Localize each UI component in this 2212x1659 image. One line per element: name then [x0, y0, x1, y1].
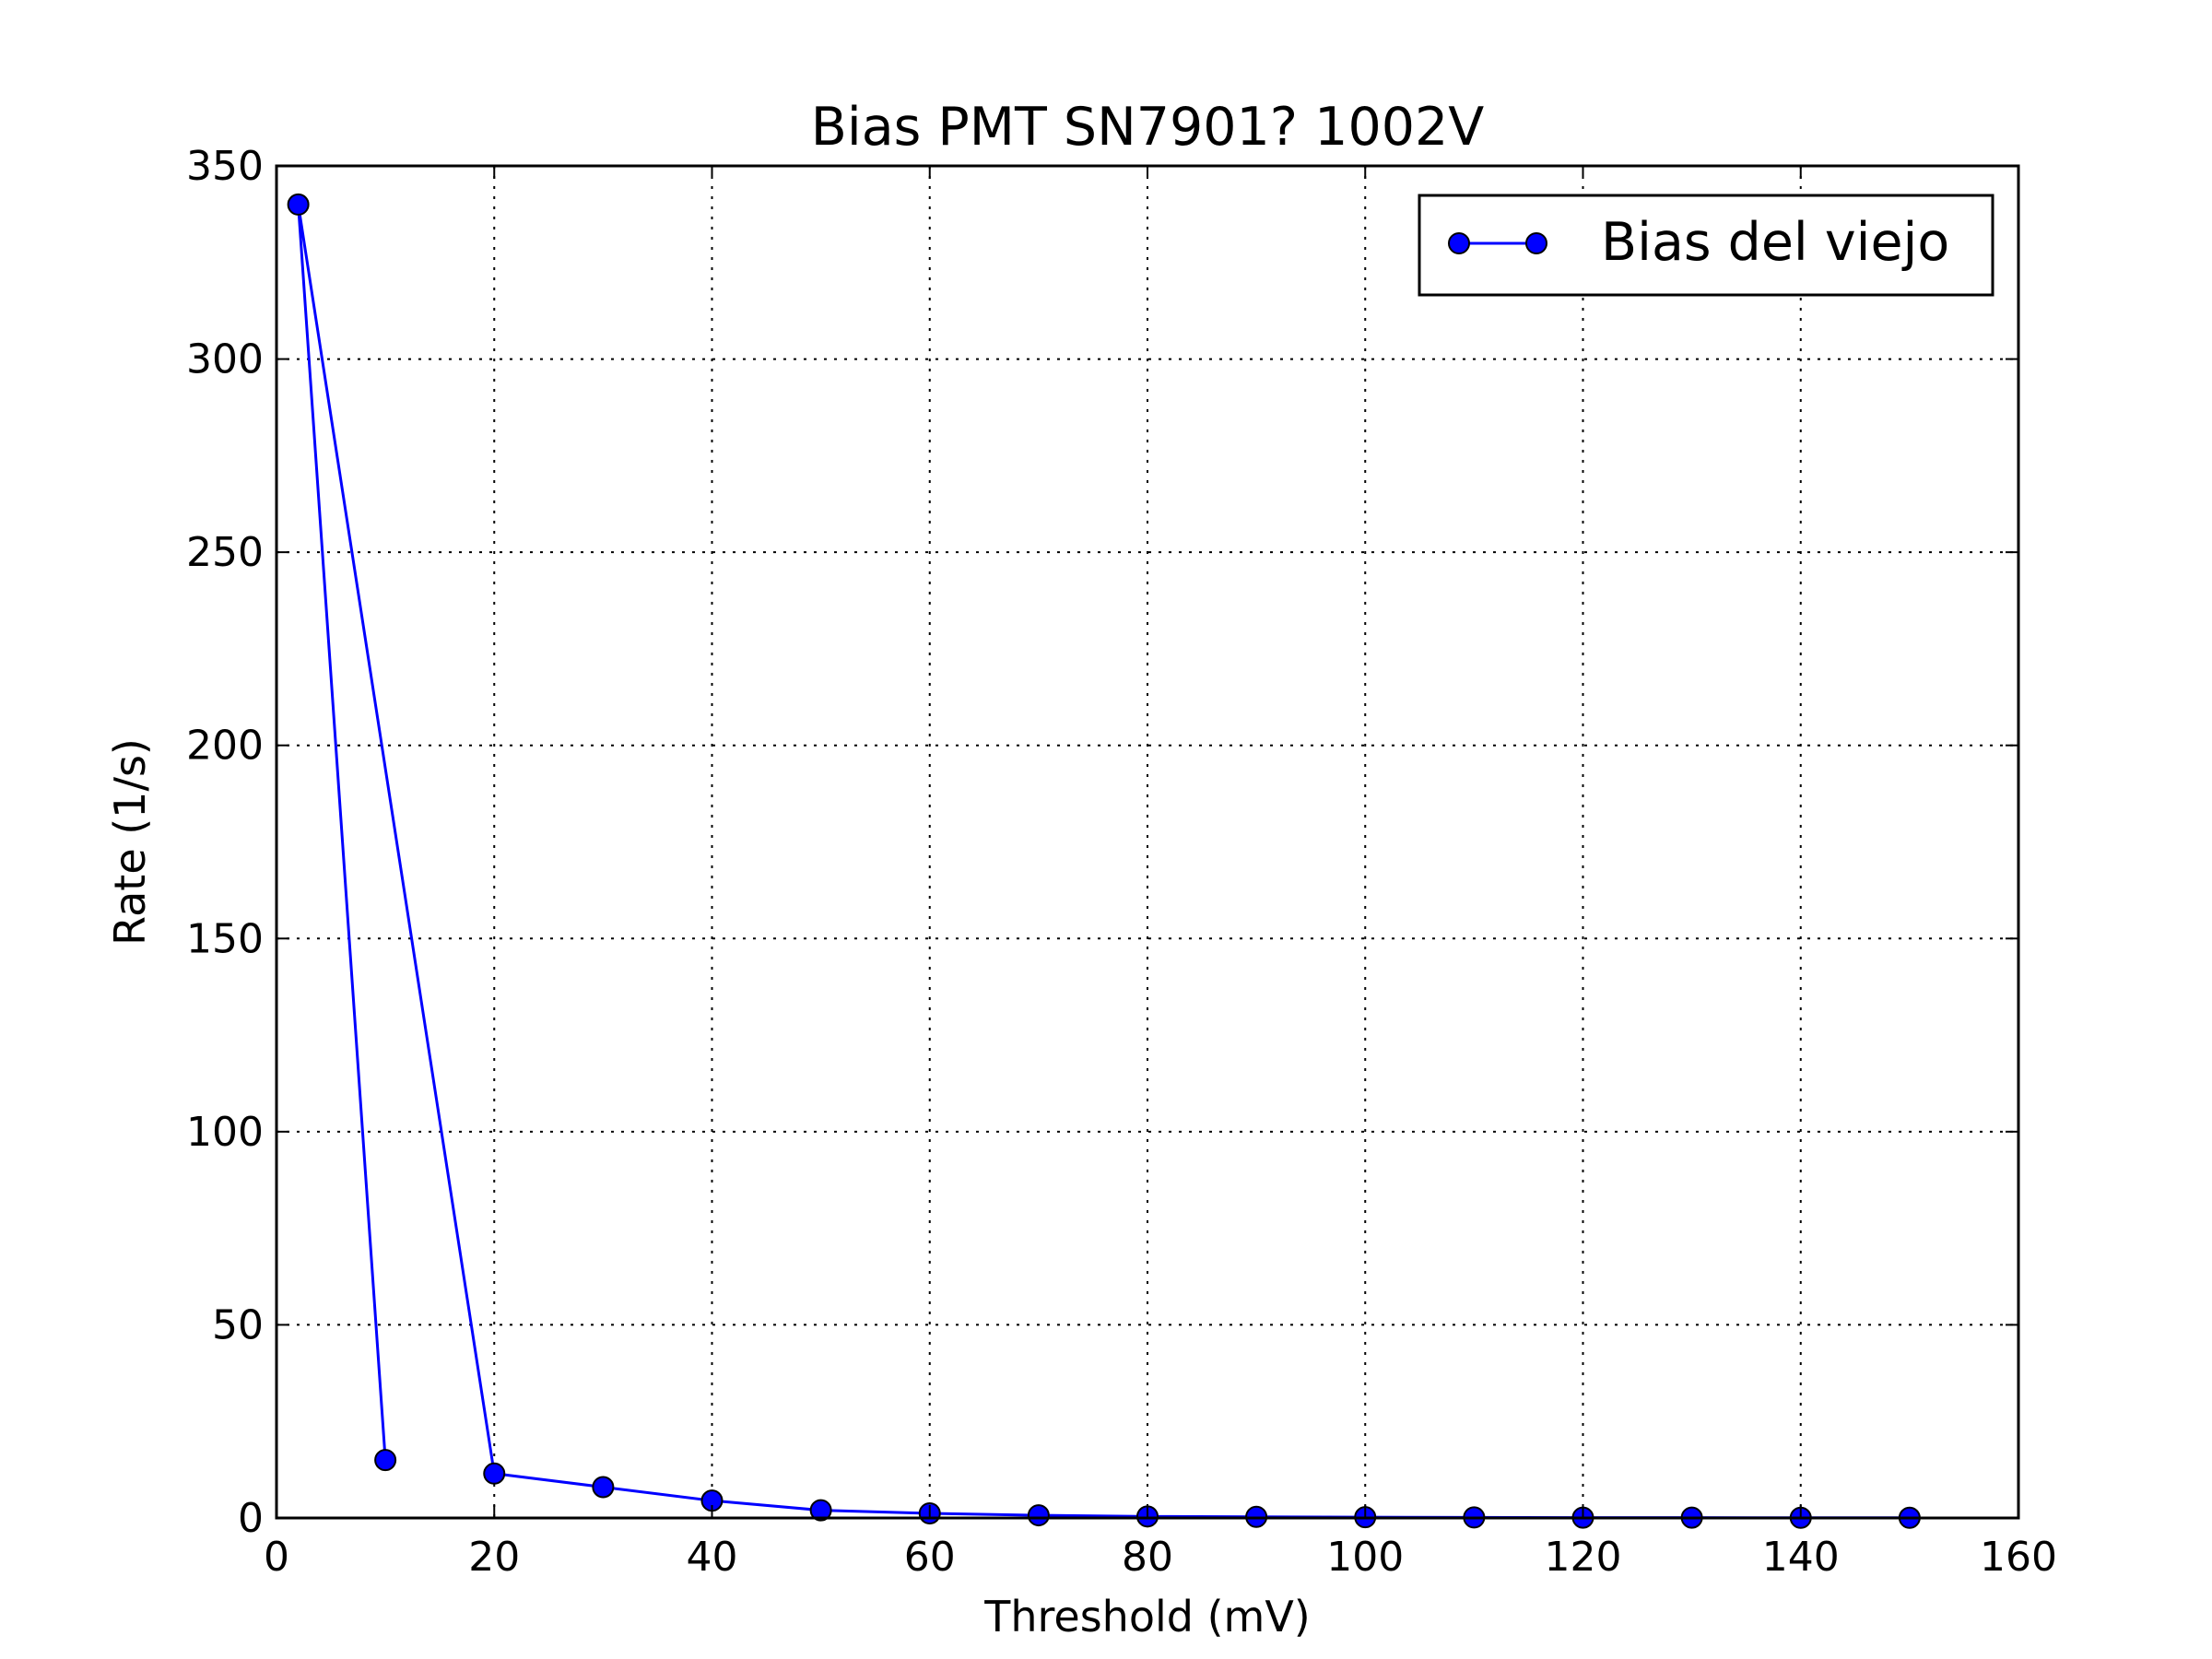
data-point [483, 1462, 506, 1485]
legend-marker [1448, 232, 1470, 254]
data-point [287, 193, 310, 216]
data-point [809, 1499, 832, 1522]
y-tick-label: 300 [186, 336, 264, 383]
axis-ticks: 0 20 40 60 80 100 120 140 160 0 50 100 150 200 250 300 3… [186, 143, 2057, 1581]
y-tick-label: 250 [186, 529, 264, 576]
legend-marker [1525, 232, 1547, 254]
y-tick-label: 0 [238, 1495, 264, 1542]
legend-label: Bias del viejo [1601, 212, 1949, 273]
y-tick-label: 50 [212, 1301, 264, 1348]
legend: Bias del viejo [1418, 194, 1994, 297]
x-tick-label: 100 [1326, 1534, 1404, 1581]
x-tick-label: 0 [264, 1534, 289, 1581]
data-point [1027, 1504, 1050, 1527]
x-tick-label: 160 [1980, 1534, 2057, 1581]
x-tick-label: 40 [687, 1534, 738, 1581]
y-tick-label: 350 [186, 143, 264, 190]
x-tick-label: 20 [468, 1534, 520, 1581]
y-axis-label: Rate (1/s) [105, 738, 155, 946]
y-tick-label: 200 [186, 723, 264, 770]
x-tick-label: 80 [1122, 1534, 1173, 1581]
x-tick-label: 120 [1545, 1534, 1622, 1581]
x-tick-label: 140 [1762, 1534, 1840, 1581]
data-point [592, 1476, 615, 1499]
chart-title: Bias PMT SN7901? 1002V [811, 97, 1484, 158]
y-tick-label: 150 [186, 915, 264, 962]
data-point [374, 1449, 397, 1472]
x-tick-label: 60 [904, 1534, 956, 1581]
y-tick-label: 100 [186, 1109, 264, 1156]
x-axis-label: Threshold (mV) [983, 1592, 1311, 1641]
legend-box [1418, 194, 1994, 297]
